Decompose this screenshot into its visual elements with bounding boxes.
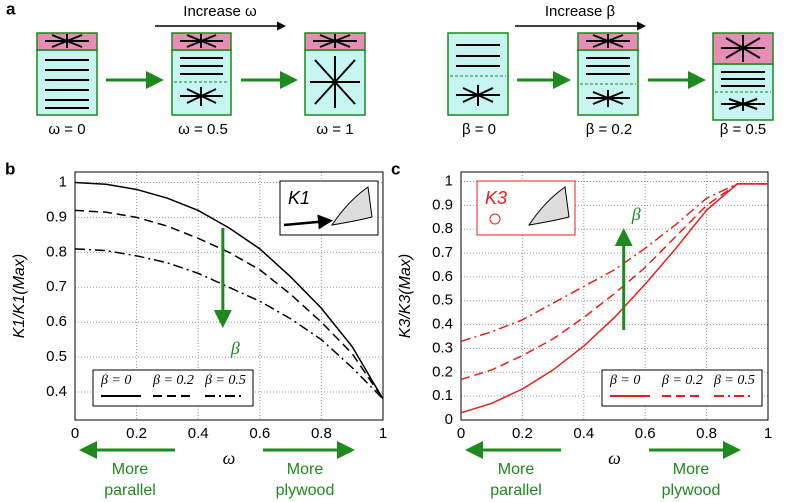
x-tick-label: 0.8 bbox=[696, 425, 717, 442]
line-series bbox=[74, 248, 384, 400]
x-tick-label: 0.4 bbox=[573, 425, 594, 442]
inset-label: K3 bbox=[485, 188, 507, 208]
line-series bbox=[74, 181, 384, 400]
x-tick-label: 0 bbox=[457, 425, 465, 442]
load-arrow bbox=[283, 214, 333, 230]
crack-shape bbox=[330, 186, 373, 226]
panel-label: a bbox=[6, 0, 16, 18]
x-axis-label: ω bbox=[223, 448, 236, 468]
case-label: ω = 1 bbox=[316, 121, 353, 138]
x-tick-label: 1 bbox=[379, 425, 387, 442]
note-text: More bbox=[287, 461, 324, 478]
legend-box bbox=[601, 369, 763, 407]
increase-label: Increase ω bbox=[183, 3, 257, 20]
legend-label: β = 0 bbox=[609, 373, 640, 388]
case-label: ω = 0 bbox=[48, 121, 85, 138]
case-label: ω = 0.5 bbox=[178, 121, 228, 138]
y-tick-label: 0.5 bbox=[46, 348, 67, 365]
panel-label: c bbox=[391, 159, 400, 178]
y-tick-label: 0.6 bbox=[46, 313, 67, 330]
x-tick-label: 0 bbox=[71, 425, 79, 442]
out-of-plane-symbol bbox=[489, 213, 501, 225]
inset-label: K1 bbox=[288, 188, 310, 208]
x-tick-label: 0.4 bbox=[188, 425, 209, 442]
y-tick-label: 1 bbox=[445, 173, 453, 190]
note-text: More bbox=[498, 461, 535, 478]
x-tick-label: 0.2 bbox=[512, 425, 533, 442]
x-tick-label: 0.8 bbox=[311, 425, 332, 442]
case-label: β = 0.5 bbox=[720, 121, 767, 138]
note-text: plywood bbox=[276, 482, 335, 499]
line-series bbox=[74, 209, 384, 400]
schematic bbox=[36, 32, 774, 121]
y-tick-label: 0.8 bbox=[46, 243, 67, 260]
legend-label: β = 0.5 bbox=[204, 373, 246, 388]
y-tick-label: 0.7 bbox=[46, 278, 67, 295]
trend-label: β bbox=[230, 338, 240, 358]
y-tick-label: 0.4 bbox=[46, 383, 67, 400]
trend-label: β bbox=[631, 204, 641, 224]
legend-label: β = 0.5 bbox=[713, 373, 755, 388]
x-tick-label: 0.6 bbox=[635, 425, 656, 442]
crack-shape bbox=[527, 186, 570, 226]
note-text: More bbox=[112, 461, 149, 478]
y-tick-label: 0.1 bbox=[432, 387, 453, 404]
line-series bbox=[460, 183, 768, 343]
x-tick-label: 0.2 bbox=[126, 425, 147, 442]
y-tick-label: 0.7 bbox=[432, 244, 453, 261]
y-tick-label: 0.9 bbox=[46, 208, 67, 225]
y-tick-label: 0.5 bbox=[432, 292, 453, 309]
plot-frame bbox=[74, 171, 384, 421]
note-text: More bbox=[673, 461, 710, 478]
line-series bbox=[460, 183, 768, 414]
y-axis-label: K3/K3(Max) bbox=[397, 254, 414, 338]
x-tick-label: 0.6 bbox=[249, 425, 270, 442]
y-tick-label: 0.2 bbox=[432, 363, 453, 380]
legend-label: β = 0.2 bbox=[152, 373, 194, 388]
y-tick-label: 0.9 bbox=[432, 196, 453, 213]
x-axis-label: ω bbox=[608, 448, 621, 468]
y-tick-label: 1 bbox=[59, 173, 67, 190]
y-tick-label: 0.4 bbox=[432, 316, 453, 333]
case-label: β = 0 bbox=[462, 121, 496, 138]
legend-label: β = 0 bbox=[100, 373, 131, 388]
case-label: β = 0.2 bbox=[586, 121, 633, 138]
legend-label: β = 0.2 bbox=[661, 373, 703, 388]
legend-box bbox=[92, 369, 254, 407]
y-tick-label: 0.3 bbox=[432, 339, 453, 356]
panel-label: b bbox=[5, 159, 15, 178]
y-axis-label: K1/K1(Max) bbox=[11, 254, 28, 338]
note-text: parallel bbox=[490, 482, 542, 499]
y-tick-label: 0.6 bbox=[432, 268, 453, 285]
note-text: parallel bbox=[104, 482, 156, 499]
y-tick-label: 0 bbox=[445, 411, 453, 428]
increase-label: Increase β bbox=[545, 3, 616, 20]
plot-frame bbox=[460, 171, 769, 421]
y-tick-label: 0.8 bbox=[432, 220, 453, 237]
note-text: plywood bbox=[662, 482, 721, 499]
x-tick-label: 1 bbox=[764, 425, 772, 442]
